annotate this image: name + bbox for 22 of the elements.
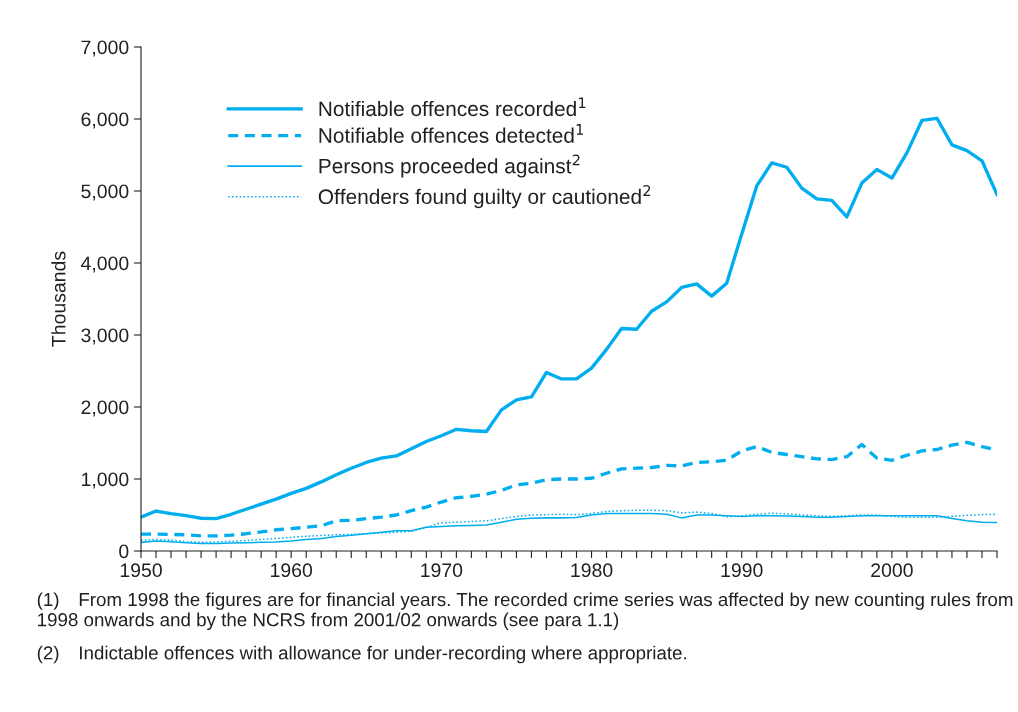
y-axis-title: Thousands — [51, 251, 66, 347]
x-tick-label: 1950 — [120, 563, 162, 578]
text: (2) Indictable offences with allowance for under-recording where appropriate. — [37, 645, 686, 664]
x-tick-label: 2000 — [871, 563, 913, 578]
y-tick-label: 4,000 — [80, 256, 129, 273]
legend-label: Offenders found guilty or cautioned$^{2}$ — [318, 185, 651, 209]
y-tick-label: 0 — [119, 544, 129, 559]
line-series — [141, 116, 997, 521]
legend-label: Notifiable offences detected$^{1}$ — [319, 124, 584, 143]
legend-label: Notifiable offences recorded$^{1}$ — [319, 97, 586, 117]
y-tick-label: 7,000 — [81, 40, 129, 57]
x-tick-label: 1970 — [421, 563, 463, 578]
x-tick-label: 1960 — [271, 563, 313, 578]
y-tick-label: 6,000 — [81, 112, 129, 129]
legend-label: Persons proceeded against$^{2}$ — [319, 154, 580, 178]
x-tick-label: 1980 — [571, 563, 613, 578]
y-tick-label: 3,000 — [81, 328, 129, 345]
y-tick-label: 1,000 — [82, 472, 129, 489]
x-tick-label: 1990 — [721, 563, 763, 578]
y-tick-label: 5,000 — [81, 184, 129, 201]
text: (1) From 1998 the figures are for financial years. The recorded crime series was affected by new counting rules from 1998 onwards and by the NCRS from 2001/02 onwards (see para 1.1) — [37, 592, 1013, 631]
y-tick-label: 2,000 — [81, 400, 129, 417]
